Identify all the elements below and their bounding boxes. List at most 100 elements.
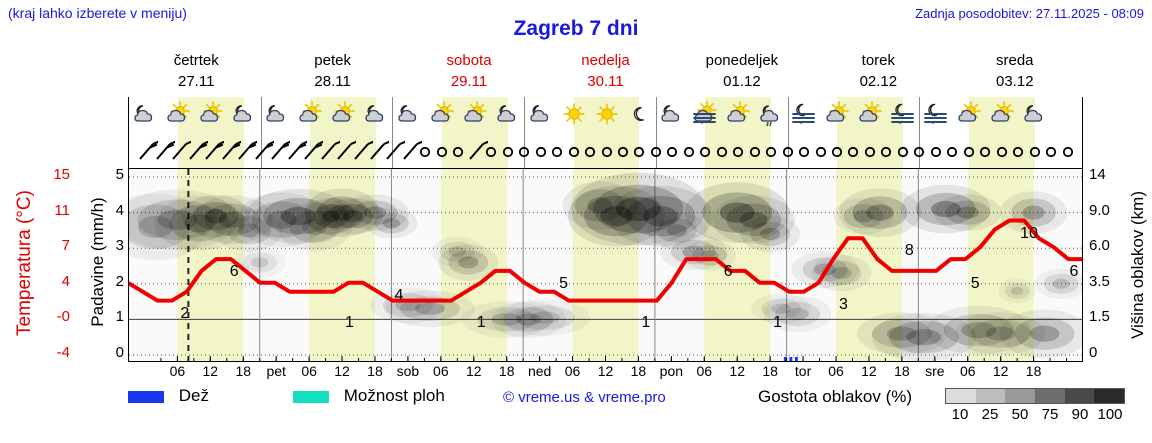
- time-tick-2: 18: [235, 363, 252, 379]
- cloud-height-tick-3: 3.5: [1089, 272, 1110, 290]
- cloud-blob: [751, 293, 812, 324]
- day-date-1: 28.11: [314, 73, 351, 90]
- time-tick-11: ned: [527, 363, 552, 379]
- cloud-blob: [245, 188, 351, 244]
- daylight-band-plot: [309, 169, 375, 361]
- wind-barb: [795, 139, 813, 159]
- temperature-point-label: 1: [641, 313, 651, 331]
- cloud-blob: [304, 197, 358, 235]
- cloud-blob: [999, 309, 1082, 358]
- sun-icon: [593, 101, 621, 129]
- wind-barb: [400, 139, 422, 163]
- wind-barb: [219, 139, 241, 163]
- temperature-point-label: 8: [904, 242, 914, 260]
- legend: Dež Možnost ploh © vreme.us & vreme.pro …: [128, 386, 1148, 436]
- time-tick-0: 06: [169, 363, 186, 379]
- temperature-tick-2: 7: [61, 237, 70, 255]
- sun-cloud-icon: [823, 101, 851, 129]
- wind-barb: [548, 139, 566, 159]
- cloud-blob: [646, 212, 707, 249]
- wind-barb: [779, 139, 797, 159]
- daylight-band-plot: [836, 169, 902, 361]
- wind-barb-row: [128, 135, 1083, 168]
- daylight-band-plot: [967, 169, 1034, 361]
- wind-barb: [433, 139, 451, 159]
- cloud-blob: [242, 252, 278, 273]
- wind-barb: [565, 139, 583, 159]
- sun-cloud-icon: [428, 101, 456, 129]
- cloud-blob: [1034, 268, 1082, 299]
- cloud-density-step-4: [1064, 389, 1095, 403]
- moon-cloud-fog-icon: [757, 101, 785, 129]
- time-tick-17: 12: [729, 363, 745, 379]
- time-tick-23: sre: [925, 363, 945, 379]
- day-name-0: četrtek: [173, 52, 219, 69]
- cloud-density-step-1: [975, 389, 1006, 403]
- daylight-band-4: [705, 135, 772, 168]
- day-name-5: torek: [861, 52, 896, 69]
- legend-rain-label: Dež: [178, 386, 209, 405]
- legend-rain: Dež: [128, 386, 209, 406]
- cloud-blob: [926, 305, 1032, 355]
- time-tick-12: 06: [564, 363, 581, 379]
- cloud-density-step-2: [1005, 389, 1035, 403]
- sun-cloud-icon: [164, 101, 192, 129]
- cloud-density-tick-2: 50: [1011, 406, 1029, 423]
- temperature-point-label: 1: [345, 313, 354, 331]
- cloud-blob: [571, 172, 706, 246]
- wind-barb: [1009, 139, 1027, 159]
- time-tick-16: 06: [696, 363, 713, 379]
- cloud-density-tick-1: 25: [981, 406, 999, 423]
- daylight-band-0: [178, 135, 245, 168]
- daylight-band-5: [837, 135, 903, 168]
- wind-barb: [581, 139, 599, 159]
- cloud-blob: [934, 194, 1002, 231]
- day-separator-5: [787, 135, 789, 168]
- time-tick-21: 12: [861, 363, 877, 379]
- wind-barb: [235, 139, 258, 163]
- last-updated: Zadnja posodobitev: 27.11.2025 - 08:09: [915, 6, 1144, 21]
- meteogram-plot: [128, 168, 1083, 362]
- day-date-0: 27.11: [177, 73, 215, 90]
- wind-barb: [268, 139, 291, 163]
- wind-barb: [1042, 139, 1060, 159]
- day-name-4: ponedeljek: [705, 52, 779, 69]
- temperature-point-label: 2: [180, 304, 190, 322]
- temperature-point-label: 6: [723, 263, 733, 281]
- page-title: Zagreb 7 dni: [513, 17, 639, 40]
- cloud-blob: [491, 301, 567, 338]
- wind-barb: [532, 139, 550, 159]
- wind-barb: [334, 139, 357, 163]
- legend-showers-label: Možnost ploh: [343, 386, 445, 405]
- wind-barb: [647, 139, 665, 159]
- wind-barb: [202, 139, 225, 163]
- cloud-blob: [838, 188, 922, 237]
- wind-barb: [318, 139, 340, 163]
- daylight-band-plot: [704, 169, 771, 361]
- day-separator-3: [524, 97, 526, 135]
- temperature-point-label: 4: [394, 286, 404, 304]
- wind-barb: [696, 139, 714, 159]
- day-name-3: nedelja: [581, 52, 630, 69]
- moon-fog-icon: [922, 101, 950, 129]
- temperature-curve: [129, 218, 1082, 303]
- temperature-point-label: 1: [773, 313, 783, 331]
- wind-barb: [812, 139, 830, 159]
- moon-cloud-icon: [131, 101, 159, 129]
- wind-barb: [630, 139, 648, 159]
- wind-barb: [186, 139, 208, 163]
- copyright-link[interactable]: © vreme.us & vreme.pro: [503, 389, 666, 406]
- cloud-blob: [431, 236, 484, 267]
- wind-barb: [367, 139, 389, 163]
- wind-barb: [136, 139, 159, 163]
- day-date-6: 03.12: [996, 73, 1034, 90]
- wind-barb: [910, 139, 928, 159]
- day-separator-5: [787, 97, 789, 135]
- cloud-blob: [684, 182, 790, 243]
- daylight-band-plot: [572, 169, 639, 361]
- moon-icon: [625, 101, 653, 129]
- cloud-height-tick-2: 6.0: [1089, 237, 1110, 255]
- wind-barb: [614, 139, 632, 159]
- temperature-point-label: 6: [229, 263, 239, 281]
- day-date-3: 30.11: [587, 73, 624, 90]
